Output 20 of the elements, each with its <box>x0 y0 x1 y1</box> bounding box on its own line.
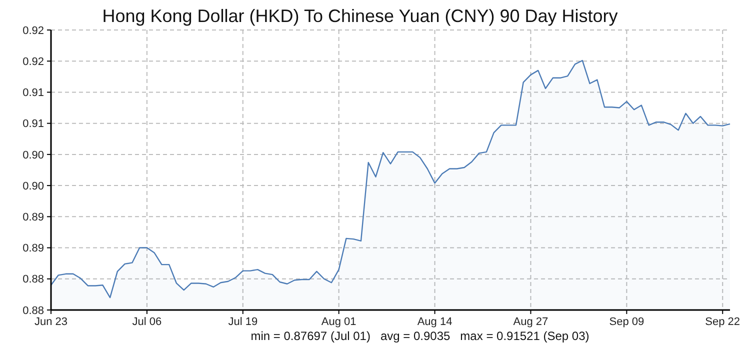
x-tick-label: Aug 14 <box>417 316 452 328</box>
x-tick-label: Aug 27 <box>513 316 548 328</box>
y-tick-label: 0.91 <box>22 87 44 100</box>
y-tick-label: 0.88 <box>22 274 44 286</box>
y-tick-label: 0.90 <box>22 180 44 192</box>
x-tick-label: Aug 01 <box>321 316 356 328</box>
y-tick-label: 0.92 <box>22 24 44 37</box>
y-tick-label: 0.92 <box>22 56 44 68</box>
y-tick-label: 0.90 <box>22 149 44 162</box>
y-tick-label: 0.89 <box>22 212 44 224</box>
x-tick-label: Jun 23 <box>34 316 68 328</box>
y-tick-label: 0.91 <box>22 118 44 130</box>
x-tick-label: Sep 22 <box>705 316 740 328</box>
chart-title: Hong Kong Dollar (HKD) To Chinese Yuan (CNY) 90 Day History <box>102 6 618 26</box>
text: min = 0.87697 (Jul 01) avg = 0.9035 max = 0.91521 (Sep 03) <box>250 329 590 343</box>
x-tick-label: Jul 06 <box>132 316 162 328</box>
y-tick-label: 0.89 <box>22 242 44 255</box>
x-tick-label: Sep 09 <box>609 316 644 328</box>
y-tick-label: 0.88 <box>22 304 44 317</box>
x-tick-label: Jul 19 <box>228 316 258 328</box>
